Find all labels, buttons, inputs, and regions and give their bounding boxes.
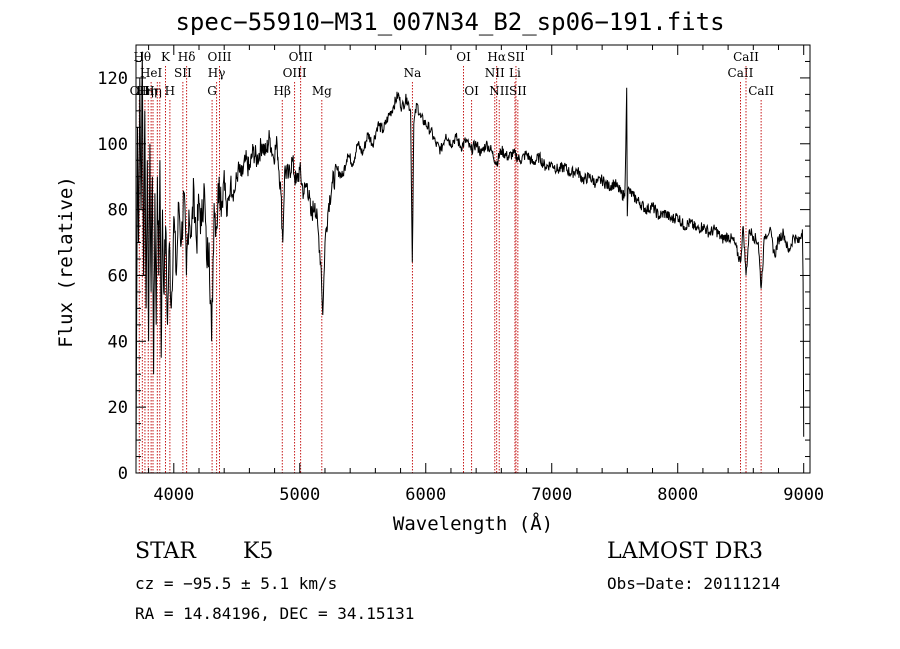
y-tick-label: 20 xyxy=(108,398,128,418)
y-axis-label: Flux (relative) xyxy=(55,176,77,348)
line-marker-label: NII xyxy=(489,84,509,98)
line-marker-label: Hη xyxy=(139,84,157,98)
line-marker-label: Hα xyxy=(487,50,506,64)
object-subclass: K5 xyxy=(243,539,274,564)
line-marker-label: SII xyxy=(509,84,527,98)
survey-name: LAMOST DR3 xyxy=(607,539,763,564)
line-marker-label: Hδ xyxy=(178,50,196,64)
line-marker-label: Hγ xyxy=(208,66,226,80)
line-marker-label: OIII xyxy=(207,50,231,64)
line-marker-label: HeI xyxy=(140,66,163,80)
y-tick-label: 120 xyxy=(97,69,128,89)
x-tick-label: 9000 xyxy=(783,485,824,505)
spectrum-series xyxy=(135,51,805,467)
x-axis-label: Wavelength (Å) xyxy=(393,512,553,535)
line-marker-label: Li xyxy=(509,66,521,80)
line-marker-label: OI xyxy=(464,84,479,98)
x-tick-label: 4000 xyxy=(153,485,194,505)
emission-line-markers: OIIHθHηHηHeIHηKHSIIHδGHγOIIIHβOIIIOIIIMg… xyxy=(130,50,774,473)
coordinates-text: RA = 14.84196, DEC = 34.15131 xyxy=(135,604,415,623)
line-marker-label: CaII xyxy=(748,84,774,98)
line-marker-label: G xyxy=(207,84,217,98)
line-marker-label: Na xyxy=(404,66,422,80)
y-tick-label: 80 xyxy=(108,201,128,221)
line-marker-label: SII xyxy=(174,66,192,80)
line-marker-label: H xyxy=(165,84,175,98)
axis-ticks: 4000 5000 6000 7000 8000 9000 0 20 40 60 80 100 120 xyxy=(97,45,824,505)
line-marker-label: Hβ xyxy=(274,84,291,98)
x-tick-label: 7000 xyxy=(531,485,572,505)
x-tick-label: 6000 xyxy=(405,485,446,505)
line-marker-label: SII xyxy=(507,50,525,64)
object-class: STAR xyxy=(135,539,196,564)
obs-date-text: Obs−Date: 20111214 xyxy=(607,574,781,593)
y-tick-label: 60 xyxy=(108,266,128,286)
x-tick-label: 8000 xyxy=(657,485,698,505)
line-marker-label: CaII xyxy=(733,50,759,64)
y-tick-label: 100 xyxy=(97,135,128,155)
y-tick-label: 0 xyxy=(118,464,128,484)
plot-frame xyxy=(135,44,811,474)
line-marker-label: OI xyxy=(456,50,471,64)
chart-title: spec−55910−M31_007N34_B2_sp06−191.fits xyxy=(175,8,725,36)
spectrum-line xyxy=(135,51,805,467)
line-marker-label: OIII xyxy=(289,50,313,64)
x-tick-label: 5000 xyxy=(279,485,320,505)
line-marker-label: OIII xyxy=(283,66,307,80)
line-marker-label: K xyxy=(161,50,171,64)
line-marker-label: Hη xyxy=(144,84,162,98)
line-marker-label: Mg xyxy=(312,84,332,98)
line-marker-label: CaII xyxy=(728,66,754,80)
y-tick-label: 40 xyxy=(108,332,128,352)
redshift-text: cz = −95.5 ± 5.1 km/s xyxy=(135,574,338,593)
line-marker-label: NII xyxy=(485,66,505,80)
